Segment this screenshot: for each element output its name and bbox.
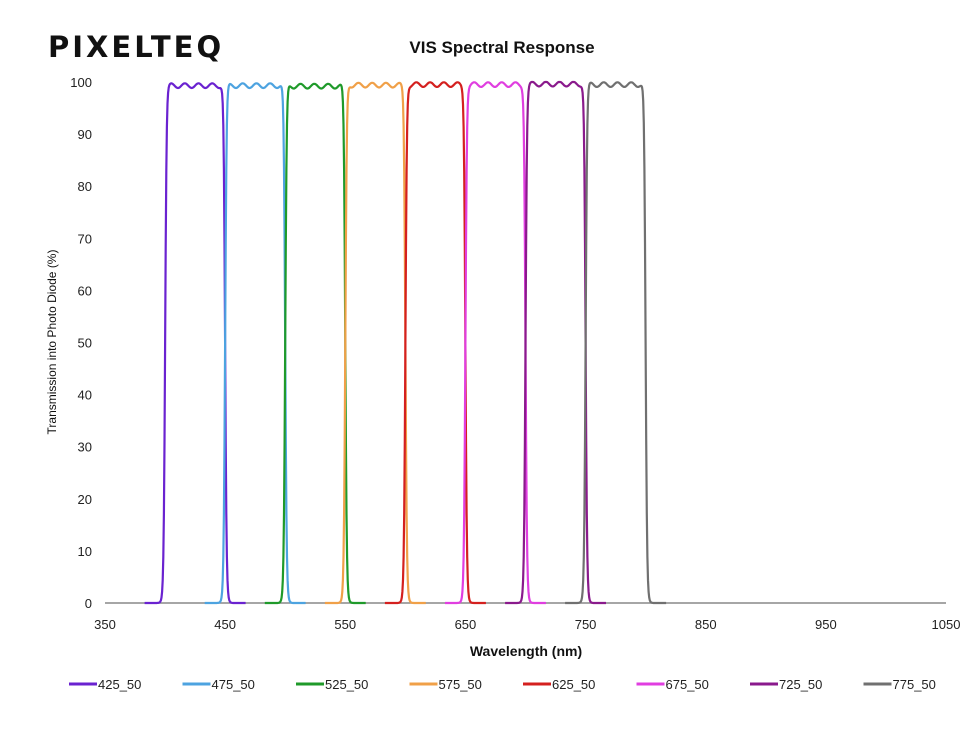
- y-tick-label: 60: [78, 283, 92, 298]
- y-tick-label: 50: [78, 336, 92, 351]
- x-tick-label: 350: [94, 617, 116, 632]
- series-line-625_50: [384, 81, 487, 605]
- y-tick-label: 0: [85, 596, 92, 611]
- legend-label-625_50: 625_50: [552, 677, 595, 692]
- legend-label-675_50: 675_50: [666, 677, 709, 692]
- y-axis-title: Transmission into Photo Diode (%): [45, 250, 59, 435]
- series-line-425_50: [144, 82, 247, 605]
- legend-label-525_50: 525_50: [325, 677, 368, 692]
- legend-label-425_50: 425_50: [98, 677, 141, 692]
- series-line-525_50: [264, 82, 367, 605]
- y-tick-label: 40: [78, 388, 92, 403]
- x-tick-label: 550: [334, 617, 356, 632]
- y-tick-label: 70: [78, 231, 92, 246]
- legend-label-775_50: 775_50: [893, 677, 936, 692]
- pixelteq-logo: PIXELTEQ: [48, 30, 224, 64]
- x-axis-title: Wavelength (nm): [470, 643, 582, 659]
- x-tick-label: 1050: [932, 617, 961, 632]
- x-tick-label: 950: [815, 617, 837, 632]
- y-tick-label: 20: [78, 492, 92, 507]
- y-tick-label: 30: [78, 440, 92, 455]
- x-tick-label: 450: [214, 617, 236, 632]
- x-tick-label: 750: [575, 617, 597, 632]
- x-tick-label: 650: [455, 617, 477, 632]
- series-line-675_50: [444, 81, 547, 605]
- y-tick-label: 10: [78, 544, 92, 559]
- chart-title: VIS Spectral Response: [409, 38, 594, 57]
- series-line-475_50: [204, 82, 307, 605]
- legend-label-575_50: 575_50: [439, 677, 482, 692]
- series-line-725_50: [504, 80, 607, 605]
- x-tick-label: 850: [695, 617, 717, 632]
- legend-label-725_50: 725_50: [779, 677, 822, 692]
- y-tick-label: 100: [70, 75, 92, 90]
- legend-label-475_50: 475_50: [212, 677, 255, 692]
- series-line-575_50: [324, 81, 427, 605]
- y-tick-label: 90: [78, 127, 92, 142]
- series-line-775_50: [564, 81, 667, 605]
- y-tick-label: 80: [78, 179, 92, 194]
